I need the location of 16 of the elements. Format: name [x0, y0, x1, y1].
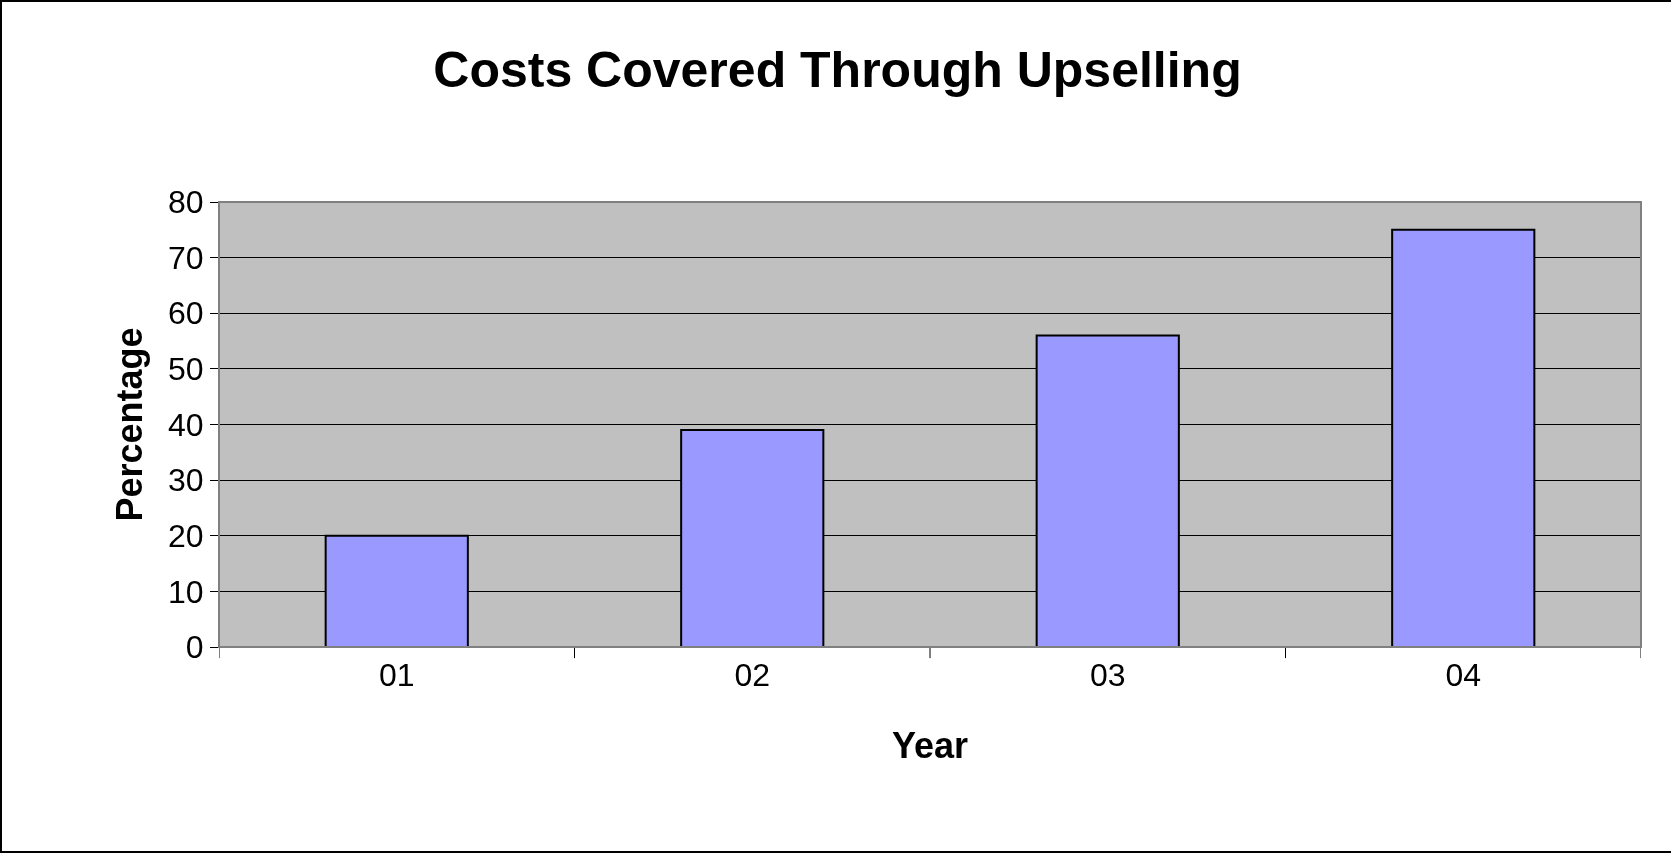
- y-tick-label: 0: [185, 629, 204, 666]
- y-tick-label: 30: [168, 462, 204, 499]
- y-tick-label: 40: [168, 406, 204, 443]
- y-axis-title: Percentage: [108, 327, 150, 522]
- x-tick-label: 02: [734, 657, 771, 694]
- x-tick-label: 03: [1089, 657, 1126, 694]
- y-tick-label: 50: [168, 351, 204, 388]
- y-tick-label: 60: [168, 295, 204, 332]
- x-tick-label: 04: [1445, 657, 1482, 694]
- y-tick-label: 20: [168, 517, 204, 554]
- y-tick-label: 80: [168, 184, 204, 221]
- y-tick-label: 10: [168, 573, 204, 610]
- chart-title: Costs Covered Through Upselling: [433, 42, 1242, 99]
- x-tick-label: 01: [378, 657, 415, 694]
- y-tick-label: 70: [168, 239, 204, 276]
- x-axis-title: Year: [891, 725, 969, 767]
